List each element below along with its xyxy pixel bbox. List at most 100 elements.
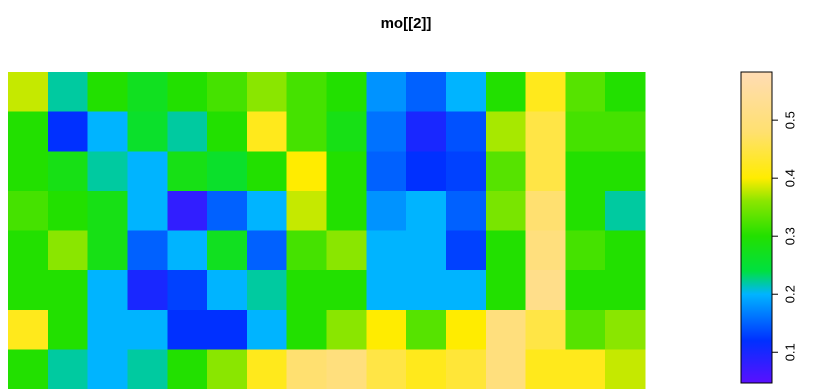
raster-cell [366, 270, 407, 311]
raster-cell [605, 151, 646, 192]
colorbar-tick-label: 0.5 [782, 111, 797, 129]
raster-cell [87, 190, 128, 231]
raster-cell [207, 309, 248, 350]
raster-cell [246, 190, 288, 231]
colorbar [740, 71, 773, 384]
raster-cell [8, 72, 49, 113]
raster-cell [485, 349, 527, 389]
raster-cell [485, 309, 527, 350]
raster-cell [8, 349, 49, 389]
raster-cell [47, 309, 89, 350]
raster-cell [207, 151, 248, 192]
raster-cell [87, 309, 128, 350]
raster-cell [445, 309, 487, 350]
raster-cell [127, 270, 168, 311]
raster-cell [8, 111, 49, 152]
raster-cell [406, 111, 447, 152]
raster-cell [445, 190, 487, 231]
raster-cell [565, 309, 606, 350]
raster-cell [565, 230, 606, 271]
raster-cell [167, 349, 208, 389]
raster-cell [8, 190, 49, 231]
raster-cell [167, 270, 208, 311]
raster-cell [565, 151, 606, 192]
raster-cell [207, 111, 248, 152]
raster-cell [485, 270, 527, 311]
raster-cell [207, 230, 248, 271]
raster-cell [8, 151, 49, 192]
raster-cell [326, 230, 367, 271]
raster-cell [445, 270, 487, 311]
raster-cell [485, 190, 527, 231]
raster-cell [605, 309, 646, 350]
raster-cell [406, 270, 447, 311]
raster-cell [47, 349, 89, 389]
raster-cell [127, 190, 168, 231]
raster-cell [565, 111, 606, 152]
raster-cell [87, 270, 128, 311]
raster-cell [127, 72, 168, 113]
raster-cell [445, 151, 487, 192]
raster-cell [445, 349, 487, 389]
raster-cell [167, 111, 208, 152]
raster-cell [127, 230, 168, 271]
raster-cell [525, 230, 566, 271]
raster-cell [366, 111, 407, 152]
raster-cell [286, 230, 327, 271]
raster-cell [366, 309, 407, 350]
raster-cell [167, 151, 208, 192]
raster-cell [286, 349, 327, 389]
raster-cell [366, 349, 407, 389]
raster-cell [406, 230, 447, 271]
raster-cell [326, 111, 367, 152]
raster-cell [406, 151, 447, 192]
raster-cell [525, 151, 566, 192]
raster-cell [366, 190, 407, 231]
raster-cell [87, 151, 128, 192]
raster-cell [565, 72, 606, 113]
raster-cell [406, 349, 447, 389]
raster-cell [525, 270, 566, 311]
raster-cell [167, 190, 208, 231]
colorbar-tick-label: 0.4 [782, 169, 797, 187]
raster-cell [286, 72, 327, 113]
raster-cell [47, 72, 89, 113]
raster-cell [605, 190, 646, 231]
raster-cell [525, 111, 566, 152]
raster-cell [525, 190, 566, 231]
raster-cell [366, 151, 407, 192]
raster-cell [207, 72, 248, 113]
raster-cell [246, 270, 288, 311]
chart-title: mo[[2]] [381, 15, 432, 32]
raster-cell [445, 111, 487, 152]
raster-cell [485, 230, 527, 271]
raster-cell [445, 72, 487, 113]
raster-cell [406, 309, 447, 350]
raster-cell [326, 72, 367, 113]
raster-cell [246, 349, 288, 389]
raster-cell [167, 72, 208, 113]
raster-cell [246, 230, 288, 271]
raster-cell [8, 309, 49, 350]
raster-cell [605, 230, 646, 271]
raster-cell [406, 190, 447, 231]
raster-cell [525, 349, 566, 389]
raster-cell [485, 151, 527, 192]
raster-cell [47, 111, 89, 152]
raster-cell [47, 190, 89, 231]
raster-cell [565, 349, 606, 389]
colorbar-tick-label: 0.1 [782, 343, 797, 361]
raster-cell [286, 270, 327, 311]
raster-cell [207, 270, 248, 311]
raster-cell [246, 309, 288, 350]
raster-cell [87, 230, 128, 271]
raster-cell [326, 309, 367, 350]
raster-cell [525, 309, 566, 350]
raster-cell [246, 72, 288, 113]
raster-cell [605, 270, 646, 311]
raster-cell [605, 111, 646, 152]
raster-cell [605, 349, 646, 389]
raster-cell [286, 151, 327, 192]
raster-cell [326, 151, 367, 192]
